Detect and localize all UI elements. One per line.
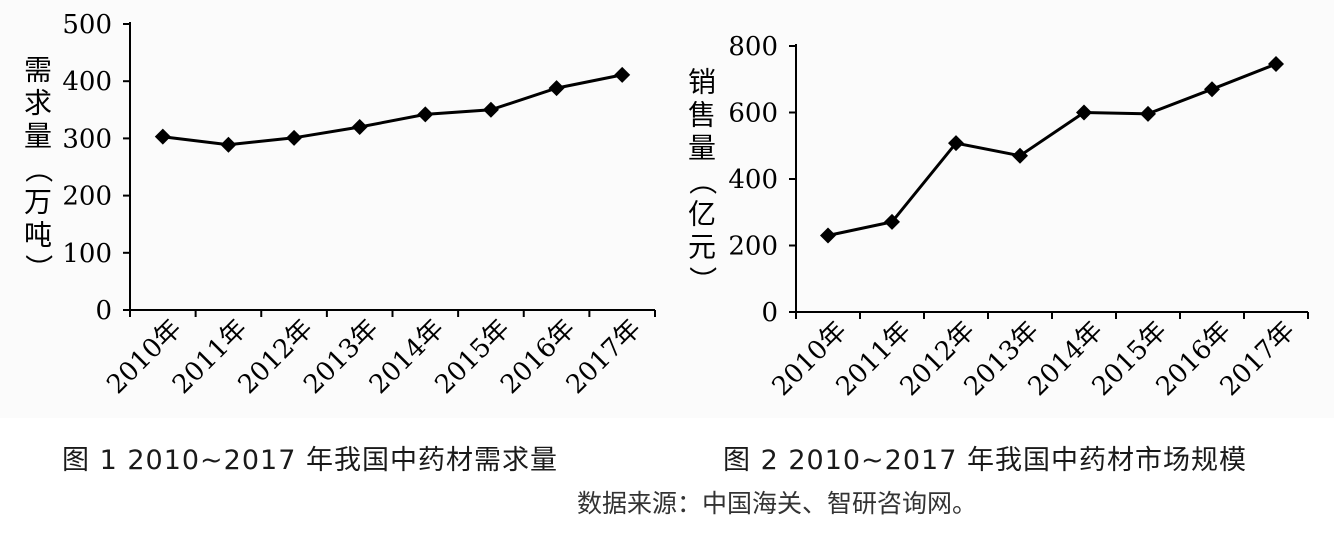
series-line bbox=[162, 73, 623, 147]
y-axis-label-char: 求 bbox=[24, 87, 52, 120]
y-axis-label-char: 亿 bbox=[688, 198, 716, 231]
y-axis-label-char: （ bbox=[22, 155, 55, 183]
y-axis-label-char: ） bbox=[22, 254, 55, 282]
y-tick-label: 300 bbox=[62, 124, 112, 154]
y-axis-label-char: 万 bbox=[24, 186, 52, 219]
chart-demand: 01002003004005002010年2011年2012年2013年2014… bbox=[22, 10, 656, 400]
y-axis-label-char: 售 bbox=[688, 99, 716, 132]
y-axis-label-char: （ bbox=[686, 167, 719, 195]
y-axis-label-char: 销 bbox=[688, 66, 716, 99]
y-tick-label: 0 bbox=[761, 298, 778, 328]
y-tick-label: 800 bbox=[728, 32, 778, 62]
data-point bbox=[154, 128, 171, 145]
data-point bbox=[1140, 105, 1156, 122]
y-tick-label: 600 bbox=[728, 99, 778, 129]
data-point bbox=[948, 135, 964, 152]
y-axis-label-char: 元 bbox=[688, 231, 716, 264]
data-point bbox=[884, 213, 900, 230]
x-tick-label: 2017年 bbox=[561, 314, 647, 400]
data-point bbox=[1204, 81, 1220, 98]
y-tick-label: 400 bbox=[728, 165, 778, 195]
y-axis-label-char: 量 bbox=[24, 120, 52, 153]
caption-chart-market-size: 图 2 2010~2017 年我国中药材市场规模 bbox=[723, 445, 1247, 476]
data-point bbox=[1268, 55, 1284, 72]
y-tick-label: 200 bbox=[728, 232, 778, 262]
data-point bbox=[482, 101, 499, 118]
y-axis-label-char: 量 bbox=[688, 132, 716, 165]
y-tick-label: 500 bbox=[62, 10, 112, 40]
y-axis-label-char: ） bbox=[686, 266, 719, 294]
source-note: 数据来源：中国海关、智研咨询网。 bbox=[577, 489, 978, 518]
data-point bbox=[820, 227, 836, 244]
data-point bbox=[220, 136, 237, 153]
y-tick-label: 400 bbox=[62, 67, 112, 97]
series-line bbox=[827, 62, 1277, 237]
y-tick-label: 200 bbox=[62, 182, 112, 212]
data-point bbox=[614, 66, 631, 83]
data-point bbox=[548, 80, 565, 97]
data-point bbox=[1076, 104, 1092, 121]
chart-market-size: 02004006008002010年2011年2012年2013年2014年20… bbox=[686, 32, 1309, 402]
caption-chart-demand: 图 1 2010~2017 年我国中药材需求量 bbox=[62, 445, 558, 476]
y-tick-label: 100 bbox=[62, 239, 112, 269]
y-axis-label-char: 吨 bbox=[24, 219, 52, 252]
plot-background bbox=[0, 0, 1334, 418]
data-point bbox=[351, 118, 368, 135]
y-axis-label-char: 需 bbox=[24, 54, 52, 87]
data-point bbox=[286, 129, 303, 146]
y-tick-label: 0 bbox=[95, 296, 112, 326]
data-point bbox=[1012, 147, 1028, 164]
data-point bbox=[417, 106, 434, 123]
